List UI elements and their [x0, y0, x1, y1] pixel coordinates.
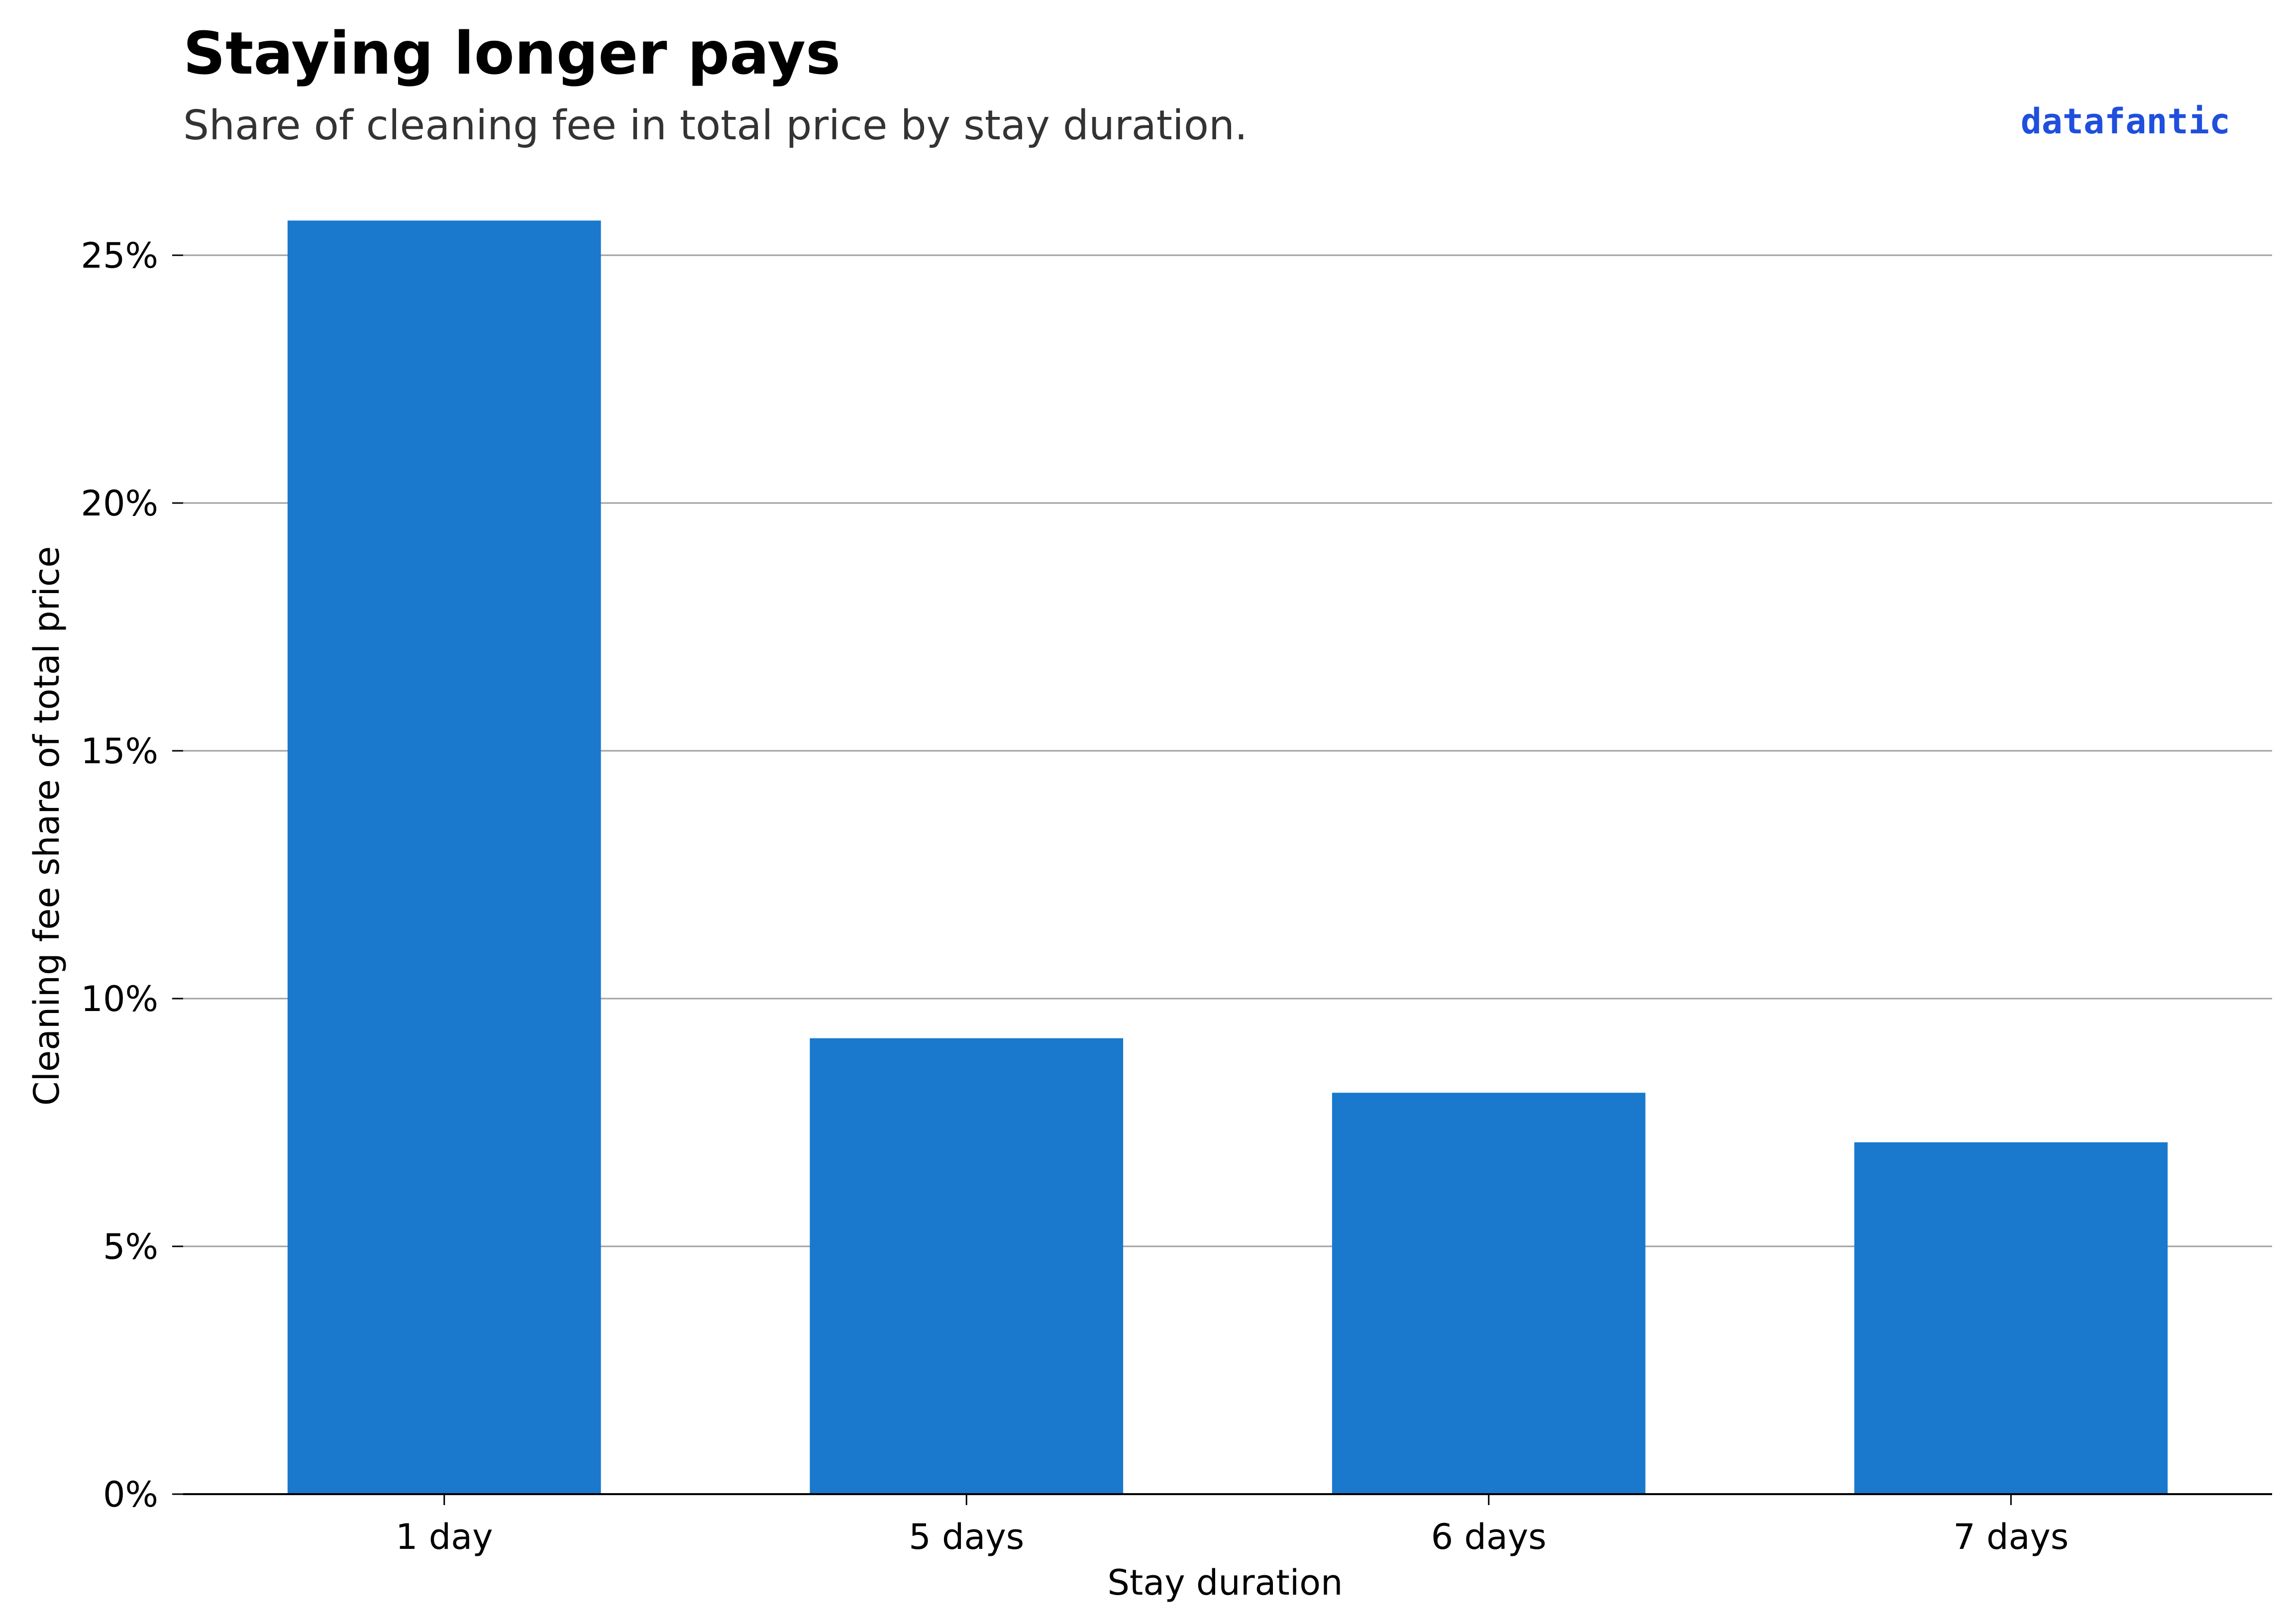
- x-axis: 1 day 5 days 6 days 7 days: [183, 1493, 2272, 1557]
- bar: [1854, 1142, 2168, 1494]
- y-tick-label: 25%: [81, 235, 158, 276]
- bar: [1332, 1093, 1646, 1494]
- x-tick-label: 5 days: [909, 1517, 1024, 1557]
- y-axis: 0% 5% 10% 15% 20% 25%: [81, 235, 183, 1515]
- x-tick-label: 7 days: [1953, 1517, 2069, 1557]
- brand-logo: datafantic: [2021, 101, 2230, 142]
- chart-subtitle: Share of cleaning fee in total price by …: [183, 102, 1248, 149]
- y-tick-label: 0%: [103, 1474, 158, 1515]
- x-tick-label: 6 days: [1431, 1517, 1547, 1557]
- x-axis-label: Stay duration: [1107, 1562, 1343, 1603]
- y-axis-label: Cleaning fee share of total price: [26, 546, 67, 1106]
- y-tick-label: 5%: [103, 1226, 158, 1267]
- y-tick-label: 20%: [81, 483, 158, 524]
- y-tick-label: 15%: [81, 731, 158, 772]
- y-tick-label: 10%: [81, 979, 158, 1019]
- chart-title: Staying longer pays: [183, 19, 840, 88]
- bar: [287, 220, 601, 1494]
- bar: [810, 1038, 1124, 1494]
- x-tick-label: 1 day: [396, 1517, 493, 1557]
- bars: [287, 220, 2168, 1494]
